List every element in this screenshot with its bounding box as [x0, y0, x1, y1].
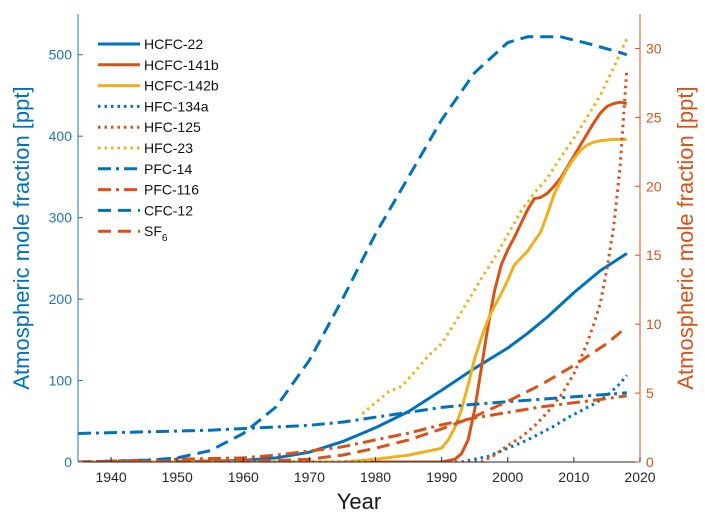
series-line-sf6	[78, 325, 628, 462]
legend-label-sf6: SF6	[144, 223, 168, 244]
y-tick-right-label: 5	[646, 385, 654, 401]
series-line-pfc-14	[78, 391, 627, 435]
y-tick-right-label: 0	[646, 454, 654, 470]
y-tick-right-label: 30	[646, 40, 662, 56]
series-line-hfc-125	[78, 68, 629, 462]
series-line-hcfc-142b	[78, 137, 627, 462]
series-line-hfc-134a	[78, 374, 628, 462]
legend-label-cfc-12: CFC-12	[144, 202, 193, 218]
legend-label-hfc-125: HFC-125	[144, 119, 201, 135]
x-tick-label: 2000	[492, 469, 523, 485]
x-tick-label: 1960	[228, 469, 259, 485]
y-axis-title-left: Atmospheric mole fraction [ppt]	[9, 86, 34, 389]
y-tick-right-label: 25	[646, 109, 662, 125]
y-tick-left-label: 400	[49, 128, 73, 144]
x-tick-label: 1970	[294, 469, 325, 485]
x-tick-label: 1980	[360, 469, 391, 485]
y-tick-left-label: 0	[64, 454, 72, 470]
x-tick-label: 1990	[426, 469, 457, 485]
legend: HCFC-22 HCFC-141b HCFC-142b HFC-134a HFC-125…	[98, 36, 219, 244]
legend-label-hfc-134a: HFC-134a	[144, 98, 209, 114]
y-axis-title-right: Atmospheric mole fraction [ppt]	[673, 86, 698, 389]
legend-label-hcfc-22: HCFC-22	[144, 36, 203, 52]
x-tick-label: 1950	[162, 469, 193, 485]
x-tick-label: 1940	[95, 469, 126, 485]
y-tick-left-label: 200	[49, 291, 73, 307]
legend-label-hcfc-141b: HCFC-141b	[144, 57, 219, 73]
legend-label-pfc-116: PFC-116	[144, 182, 199, 198]
y-tick-left-label: 300	[49, 210, 73, 226]
y-tick-right-label: 15	[646, 247, 662, 263]
x-axis-title: Year	[337, 489, 381, 514]
legend-label-hcfc-142b: HCFC-142b	[144, 78, 219, 94]
y-tick-right-label: 20	[646, 178, 662, 194]
axes-layer	[77, 14, 641, 463]
series-line-hcfc-141b	[78, 100, 628, 462]
series-line-hcfc-22	[78, 252, 628, 462]
x-tick-label: 2020	[624, 469, 655, 485]
y-tick-right-label: 10	[646, 316, 662, 332]
ticks-layer: 1940 1950 1960 1970 1980 1990 2000 2010 20200100…	[49, 40, 662, 485]
legend-label-pfc-14: PFC-14	[144, 161, 192, 177]
y-tick-left-label: 500	[49, 47, 73, 63]
legend-label-hfc-23: HFC-23	[144, 140, 193, 156]
x-tick-label: 2010	[558, 469, 589, 485]
series-layer	[78, 35, 629, 462]
series-line-cfc-12	[78, 35, 628, 462]
y-tick-left-label: 100	[49, 373, 73, 389]
series-line-pfc-116	[78, 394, 628, 462]
